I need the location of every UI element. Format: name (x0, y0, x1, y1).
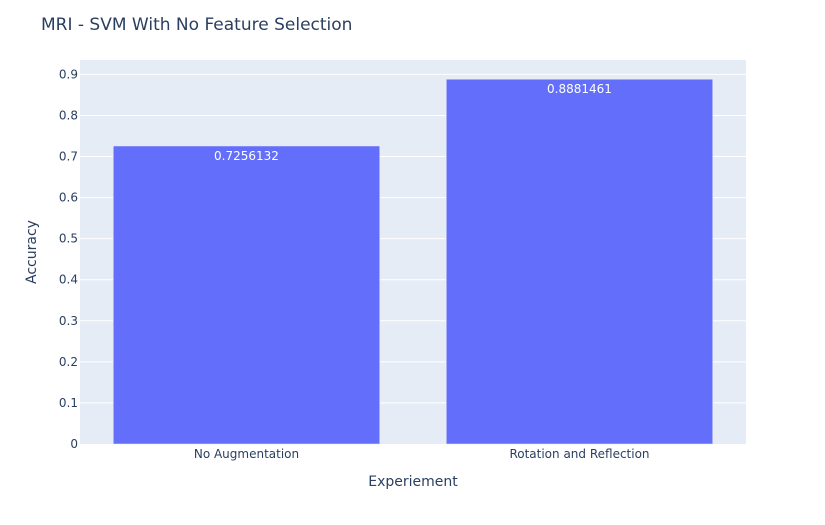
x-axis-ticks: No Augmentation Rotation and Reflection (194, 447, 650, 461)
bar (446, 78, 713, 445)
x-tick-label: No Augmentation (194, 447, 299, 461)
y-axis-ticks: 0 0.1 0.2 0.3 0.4 0.5 0.6 0.7 0.8 0.9 (59, 67, 78, 451)
y-tick-label: 0.2 (59, 355, 78, 369)
y-axis-title: Accuracy (24, 220, 40, 284)
y-tick-label: 0.4 (59, 273, 78, 287)
y-tick-label: 0.7 (59, 150, 78, 164)
x-tick-label: Rotation and Reflection (509, 447, 649, 461)
y-tick-label: 0.8 (59, 108, 78, 122)
chart-title: MRI - SVM With No Feature Selection (41, 15, 352, 35)
x-axis-title: Experiement (368, 474, 458, 490)
y-tick-label: 0.9 (59, 67, 78, 81)
bar-value-label: 0.8881461 (547, 82, 612, 96)
y-tick-label: 0.6 (59, 191, 78, 205)
y-tick-label: 0 (70, 437, 78, 451)
bar-value-label: 0.7256132 (214, 149, 279, 163)
bars: 0.7256132 0.8881461 (113, 78, 713, 445)
y-tick-label: 0.1 (59, 396, 78, 410)
y-tick-label: 0.5 (59, 232, 78, 246)
y-tick-label: 0.3 (59, 314, 78, 328)
bar (113, 145, 380, 445)
